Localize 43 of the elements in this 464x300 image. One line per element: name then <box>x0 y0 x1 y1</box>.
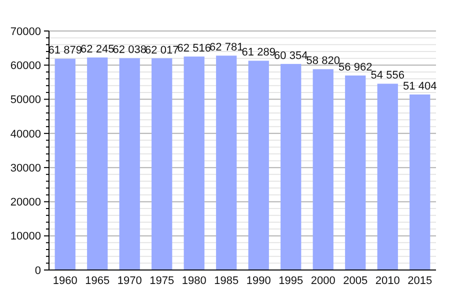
bar <box>312 69 334 270</box>
data-label: 58 820 <box>306 55 340 68</box>
data-label: 60 354 <box>274 50 308 62</box>
data-label: 62 038 <box>112 44 146 56</box>
x-tick-label: 1985 <box>214 275 239 287</box>
x-tick-label: 1960 <box>52 275 78 287</box>
bar <box>345 76 366 270</box>
y-tick-label: 70000 <box>10 26 41 38</box>
x-tick-label: 2010 <box>375 275 400 287</box>
data-label: 62 516 <box>177 42 211 55</box>
y-tick-label: 30000 <box>10 162 41 174</box>
x-tick-label: 1975 <box>150 275 174 287</box>
x-tick-label: 2015 <box>408 275 432 287</box>
bar <box>248 60 269 270</box>
data-label: 62 245 <box>80 43 114 56</box>
y-tick-label: 0 <box>34 264 41 277</box>
data-label: 62 781 <box>210 42 244 54</box>
x-tick-label: 1970 <box>117 275 142 287</box>
bar <box>152 58 172 270</box>
bar <box>119 58 140 270</box>
bar <box>87 57 108 270</box>
bar <box>54 58 76 270</box>
data-label: 61 289 <box>242 46 276 59</box>
bar <box>410 94 430 270</box>
y-tick-label: 60000 <box>10 60 41 72</box>
bar <box>216 56 237 270</box>
x-tick-label: 1965 <box>85 275 110 287</box>
bar <box>280 64 302 270</box>
data-label: 51 404 <box>403 80 437 92</box>
x-tick-label: 1990 <box>246 275 271 287</box>
x-tick-label: 1980 <box>182 275 206 287</box>
data-label: 54 556 <box>370 70 404 82</box>
x-tick-label: 1995 <box>278 275 304 287</box>
data-label: 62 017 <box>145 44 179 56</box>
bar <box>184 56 204 270</box>
y-tick-label: 20000 <box>10 196 41 209</box>
bar <box>377 84 398 270</box>
x-tick-label: 2000 <box>310 275 336 287</box>
y-tick-label: 40000 <box>10 128 41 140</box>
data-label: 56 962 <box>338 62 372 74</box>
x-tick-label: 2005 <box>343 275 368 287</box>
y-tick-label: 10000 <box>10 230 41 243</box>
y-tick-label: 50000 <box>10 94 41 106</box>
